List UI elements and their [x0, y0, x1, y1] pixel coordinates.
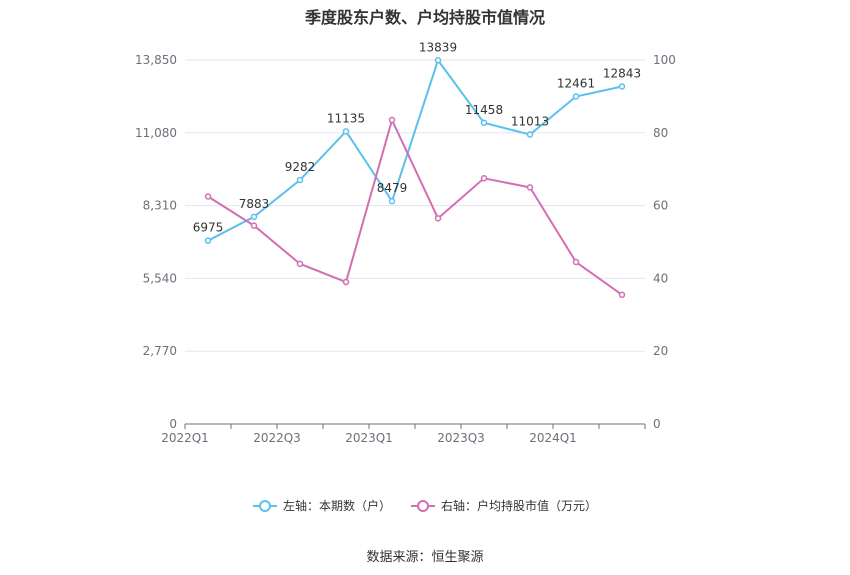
data-label: 8479: [377, 181, 408, 195]
data-point-1: [250, 213, 258, 221]
y-right-tick-label: 20: [653, 344, 668, 358]
legend-item-2: 右轴：户均持股市值（万元）: [411, 498, 597, 513]
y-right-tick-label: 100: [653, 53, 676, 67]
data-label: 7883: [239, 197, 270, 211]
series-group: [204, 57, 626, 299]
data-point-2: [296, 260, 304, 268]
data-point-2: [572, 258, 580, 266]
data-label: 12461: [557, 77, 595, 91]
data-labels: 6975 7883 9282 11135 8479 13839 11458 11013 1246…: [193, 40, 641, 234]
data-point-1: [572, 93, 580, 100]
data-point-2: [434, 215, 442, 222]
y-left-tick-label: 8,310: [143, 199, 177, 213]
data-point-2: [480, 175, 488, 182]
series-line-2: [207, 117, 623, 296]
data-point-1: [526, 131, 534, 138]
data-point-2: [388, 116, 396, 124]
y-left-tick-label: 5,540: [143, 271, 177, 285]
legend-swatch-marker: [417, 500, 429, 512]
y-left-tick-label: 0: [169, 417, 177, 431]
y-left-tick-label: 11,080: [135, 126, 177, 140]
data-label: 11013: [511, 115, 549, 129]
data-point-1: [434, 57, 442, 64]
data-point-1: [296, 176, 304, 184]
legend-swatch-marker: [258, 500, 271, 512]
x-tick-label: 2022Q3: [253, 431, 301, 445]
legend-label: 左轴：本期数（户）: [283, 498, 391, 513]
y-left-tick-label: 2,770: [143, 344, 177, 358]
x-tick-label: 2023Q1: [345, 431, 393, 445]
series-line-1: [207, 58, 623, 242]
data-point-2: [250, 222, 258, 229]
data-label: 12843: [603, 66, 641, 80]
y-right-tick-label: 40: [653, 271, 668, 285]
legend-item-1: 左轴：本期数（户）: [252, 498, 391, 513]
data-label: 11458: [465, 103, 503, 117]
source-note: 数据来源：恒生聚源: [366, 550, 484, 565]
legend: 左轴：本期数（户） 右轴：户均持股市值（万元）: [252, 498, 597, 513]
data-point-2: [526, 184, 534, 191]
data-point-1: [388, 197, 396, 205]
data-point-2: [618, 291, 626, 299]
data-label: 11135: [327, 111, 365, 125]
data-label: 6975: [193, 221, 224, 235]
chart-title: 季度股东户数、户均持股市值情况: [304, 8, 545, 27]
y-right-tick-label: 0: [653, 417, 661, 431]
x-tick-label: 2022Q1: [161, 431, 209, 445]
data-point-2: [342, 278, 350, 286]
y-left-tick-label: 13,850: [135, 53, 177, 67]
data-point-1: [204, 237, 212, 244]
data-point-2: [204, 193, 212, 200]
legend-label: 右轴：户均持股市值（万元）: [441, 498, 597, 513]
x-tick-label: 2023Q3: [437, 431, 485, 445]
data-label: 9282: [285, 160, 316, 174]
data-point-1: [618, 83, 626, 90]
y-right-tick-label: 60: [653, 199, 668, 213]
x-tick-label: 2024Q1: [529, 431, 577, 445]
y-right-tick-label: 80: [653, 126, 668, 140]
axes: 0 0 2,770 20 5,540 40 8,310 60 11,080 80 13,850 100…: [135, 53, 676, 445]
data-label: 13839: [419, 40, 457, 54]
data-point-1: [342, 128, 350, 135]
data-point-1: [480, 119, 488, 127]
